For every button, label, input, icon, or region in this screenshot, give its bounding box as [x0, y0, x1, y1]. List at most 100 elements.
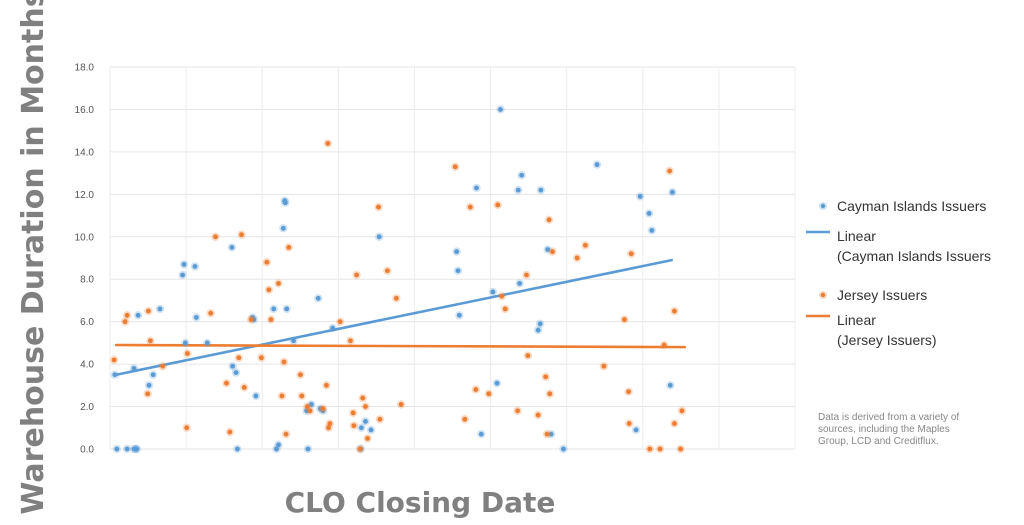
- legend-label: Linear: [837, 228, 876, 244]
- data-point: [365, 435, 370, 441]
- data-point: [535, 412, 541, 418]
- data-point: [628, 251, 634, 257]
- data-point: [561, 446, 566, 452]
- data-point: [515, 408, 520, 414]
- data-point: [398, 402, 404, 407]
- data-point: [131, 365, 137, 371]
- data-point: [281, 359, 287, 365]
- data-point: [537, 321, 543, 327]
- data-point: [452, 164, 458, 170]
- data-point: [363, 404, 368, 409]
- data-point: [548, 431, 554, 437]
- data-point: [124, 446, 130, 452]
- data-point: [646, 211, 652, 216]
- data-point: [241, 385, 247, 390]
- data-point: [279, 393, 285, 399]
- data-point: [547, 391, 553, 397]
- data-point: [135, 312, 141, 318]
- data-point: [594, 162, 600, 168]
- data-point: [368, 427, 374, 433]
- data-point: [337, 319, 343, 325]
- y-tick-label: 12.0: [75, 190, 95, 201]
- data-point: [538, 187, 544, 193]
- data-point: [626, 389, 631, 395]
- gridlines: [109, 66, 796, 450]
- data-point: [667, 382, 673, 388]
- data-point: [360, 395, 366, 401]
- data-point: [253, 393, 259, 399]
- data-point: [524, 272, 529, 278]
- data-point: [543, 374, 549, 380]
- data-point: [308, 402, 314, 407]
- legend-label: Jersey Issuers: [837, 287, 927, 303]
- data-point: [517, 281, 523, 286]
- source-note-line: Data is derived from a variety of: [818, 412, 959, 423]
- y-tick-label: 14.0: [75, 147, 95, 158]
- data-point: [258, 355, 264, 361]
- data-point: [160, 363, 166, 369]
- data-point: [669, 189, 675, 195]
- data-point: [239, 232, 244, 238]
- data-point: [324, 382, 329, 388]
- source-note: Data is derived from a variety ofsources…: [818, 412, 959, 447]
- data-point: [498, 107, 503, 112]
- data-point: [499, 293, 505, 299]
- y-tick-label: 2.0: [80, 402, 94, 413]
- data-point: [320, 406, 326, 412]
- data-point: [545, 247, 551, 252]
- y-tick-label: 4.0: [80, 360, 94, 371]
- y-tick-label: 6.0: [80, 317, 94, 328]
- data-point: [351, 423, 357, 429]
- data-point: [473, 387, 479, 392]
- data-point: [363, 419, 368, 424]
- data-point: [134, 446, 140, 452]
- data-point: [182, 340, 188, 346]
- data-point: [181, 261, 187, 267]
- data-point: [515, 187, 521, 193]
- data-point: [286, 244, 292, 250]
- data-point: [233, 370, 239, 375]
- legend-marker: [820, 292, 826, 298]
- data-point: [150, 372, 156, 378]
- data-point: [327, 421, 333, 426]
- data-point: [626, 421, 632, 426]
- data-point: [672, 421, 677, 426]
- data-point: [377, 416, 383, 422]
- data-point: [535, 327, 541, 333]
- data-point: [678, 446, 684, 452]
- data-point: [622, 317, 627, 322]
- legend-label: Linear: [837, 312, 876, 328]
- data-point: [525, 353, 531, 359]
- trendlines: [114, 258, 687, 377]
- data-point: [229, 244, 235, 250]
- data-point: [304, 408, 309, 414]
- data-point: [283, 431, 289, 437]
- legend-label: (Jersey Issuers): [837, 332, 937, 348]
- data-point: [213, 234, 218, 240]
- source-note-line: Group, LCD and Creditflux.: [818, 436, 939, 447]
- data-point: [204, 340, 210, 346]
- data-point: [330, 325, 336, 331]
- data-point: [157, 306, 163, 312]
- data-point: [649, 228, 655, 233]
- data-point: [305, 446, 311, 452]
- data-point: [193, 315, 199, 320]
- data-point: [268, 317, 274, 322]
- data-point: [284, 306, 290, 312]
- data-point: [111, 357, 117, 363]
- data-point: [393, 295, 399, 301]
- data-point: [354, 272, 359, 278]
- data-point: [546, 217, 552, 223]
- data-point: [376, 204, 381, 210]
- data-point: [661, 342, 667, 348]
- data-point: [358, 425, 364, 431]
- data-point: [208, 310, 214, 316]
- data-point: [519, 172, 525, 178]
- data-point: [490, 289, 496, 295]
- legend: Cayman Islands Issuers Linear (Cayman Isla…: [806, 198, 991, 348]
- data-point: [672, 308, 677, 314]
- data-point: [192, 264, 198, 269]
- y-axis-label: Warehouse Duration in Months: [16, 0, 51, 515]
- data-point: [274, 446, 279, 452]
